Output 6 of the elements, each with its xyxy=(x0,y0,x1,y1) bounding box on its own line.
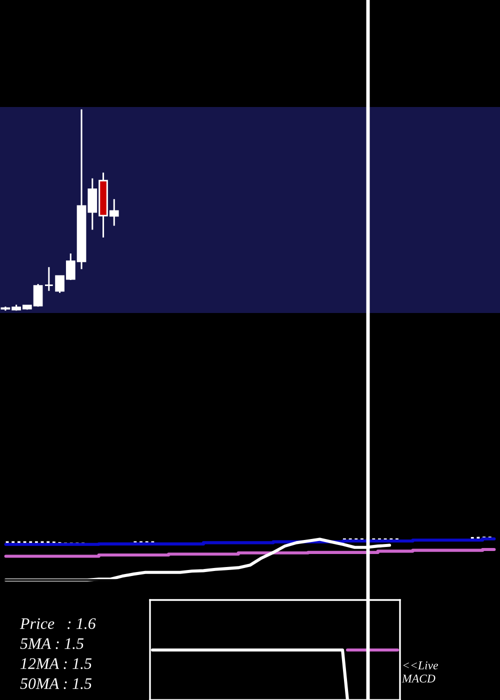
candlestick xyxy=(44,266,54,292)
text: Price : 1.6 xyxy=(20,618,96,630)
text: 5MA : 1.5 xyxy=(20,638,84,650)
text: 12MA : 1.5 xyxy=(20,658,92,670)
text: 50MA : 1.5 xyxy=(20,678,92,690)
text: <<Live MACD xyxy=(402,661,438,683)
